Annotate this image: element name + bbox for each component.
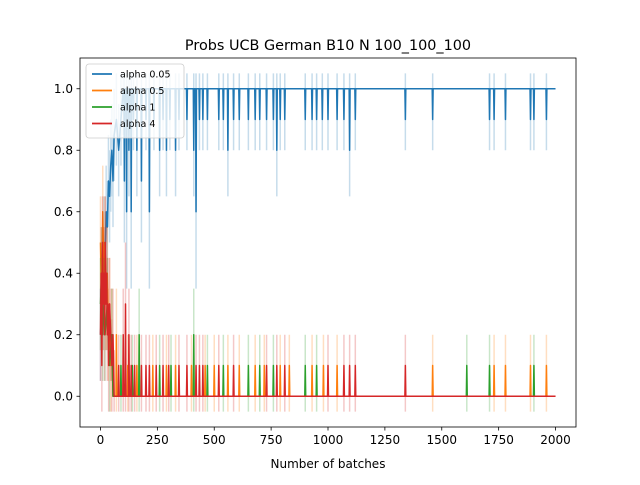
- chart-title: Probs UCB German B10 N 100_100_100: [185, 38, 471, 54]
- x-tick-label-8: 2000: [540, 433, 571, 447]
- y-tick-label-2: 0.4: [54, 266, 73, 280]
- legend-label-0: alpha 0.05: [120, 70, 171, 81]
- series-3: [99, 196, 556, 412]
- x-tick-label-4: 1000: [313, 433, 344, 447]
- series-line-3: [99, 241, 556, 397]
- y-tick-label-0: 0.0: [54, 389, 73, 403]
- legend-label-1: alpha 0.5: [120, 86, 164, 97]
- y-tick-label-4: 0.8: [54, 143, 73, 157]
- y-tick-label-5: 1.0: [54, 82, 73, 96]
- x-tick-label-5: 1250: [370, 433, 401, 447]
- series-line-1: [99, 211, 556, 397]
- x-tick-label-2: 500: [203, 433, 226, 447]
- x-tick-label-3: 750: [260, 433, 283, 447]
- axes: 0 250 500 750 1000 1250 1500 1750 2000 0.0 0.2 0.4 0…: [54, 57, 577, 447]
- legend-label-3: alpha 4: [120, 119, 155, 130]
- y-tick-label-3: 0.6: [54, 205, 73, 219]
- legend-box: [85, 63, 185, 139]
- x-tick-label-1: 250: [146, 433, 169, 447]
- x-axis-label: Number of batches: [271, 457, 386, 471]
- y-tick-label-1: 0.2: [54, 328, 73, 342]
- x-tick-label-6: 1500: [426, 433, 457, 447]
- legend-label-2: alpha 1: [120, 103, 155, 114]
- x-tick-label-0: 0: [97, 433, 105, 447]
- legend: alpha 0.05 alpha 0.5 alpha 1 alpha 4: [85, 63, 185, 139]
- x-tick-label-7: 1750: [483, 433, 514, 447]
